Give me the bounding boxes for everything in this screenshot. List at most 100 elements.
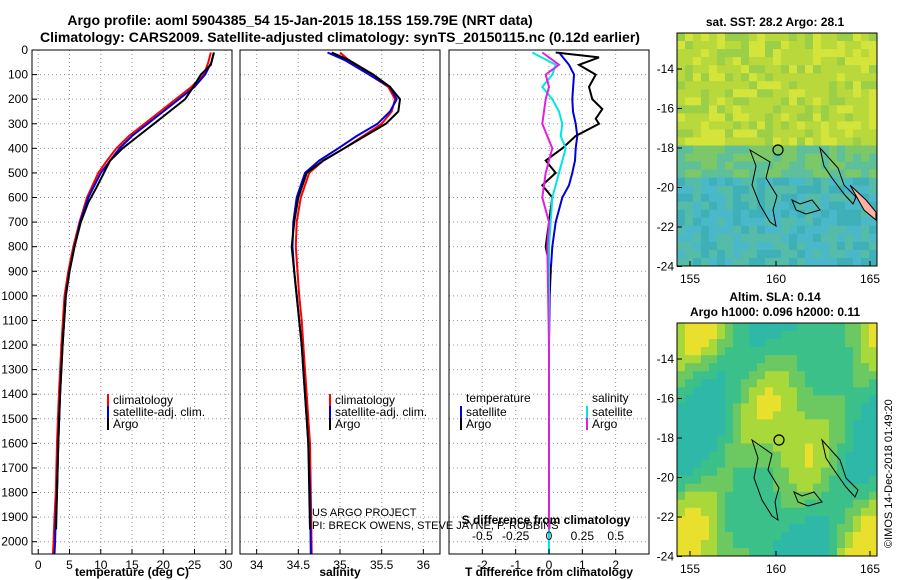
sla-pixel-cell — [693, 419, 702, 428]
sst-pixel-cell — [773, 153, 782, 163]
xtick-label--2: -2 — [477, 558, 488, 572]
sla-pixel-cell — [765, 443, 774, 453]
sla-pixel-cell — [749, 363, 758, 372]
sla-pixel-cell — [781, 323, 790, 332]
sst-pixel-cell — [797, 257, 806, 267]
sla-pixel-cell — [765, 347, 774, 356]
sst-pixel-cell — [741, 145, 750, 155]
sla-pixel-cell — [725, 483, 734, 493]
sla-pixel-cell — [845, 467, 854, 477]
sst-pixel-cell — [813, 57, 822, 66]
sla-pixel-cell — [869, 323, 878, 332]
sst-pixel-cell — [709, 57, 718, 66]
sla-pixel-cell — [757, 403, 766, 412]
sst-pixel-cell — [709, 217, 718, 227]
sst-pixel-cell — [709, 105, 718, 114]
sst-pixel-cell — [749, 201, 758, 211]
difference-top-xlabel: S difference from climatology — [462, 513, 631, 527]
sal-xtick-0.5: 0.5 — [607, 529, 624, 543]
sla-pixel-cell — [813, 435, 822, 445]
sst-pixel-cell — [701, 257, 710, 267]
sla-pixel-cell — [685, 547, 694, 557]
sst-pixel-cell — [797, 249, 806, 259]
sla-pixel-cell — [717, 427, 726, 436]
sst-pixel-cell — [757, 105, 766, 114]
sla-pixel-cell — [693, 491, 702, 501]
sla-pixel-cell — [725, 323, 734, 332]
legend-sal-satellite: satellite — [592, 405, 633, 419]
sla-pixel-cell — [693, 403, 702, 412]
sla-pixel-cell — [749, 515, 758, 525]
sla-pixel-cell — [821, 507, 830, 517]
sla-pixel-cell — [701, 419, 710, 428]
sla-pixel-cell — [733, 523, 742, 533]
sst-pixel-cell — [797, 145, 806, 155]
sst-pixel-cell — [701, 49, 710, 58]
sst-pixel-cell — [805, 193, 814, 203]
sst-pixel-cell — [685, 177, 694, 187]
sst-pixel-cell — [773, 233, 782, 243]
sst-pixel-cell — [709, 121, 718, 130]
sla-pixel-cell — [861, 459, 870, 469]
sla-pixel-cell — [709, 547, 718, 557]
sla-pixel-cell — [781, 435, 790, 445]
sst-pixel-cell — [685, 193, 694, 203]
sst-pixel-cell — [741, 217, 750, 227]
sla-pixel-cell — [757, 419, 766, 428]
sla-pixel-cell — [869, 459, 878, 469]
sla-pixel-cell — [717, 539, 726, 549]
sla-pixel-cell — [717, 395, 726, 404]
sst-pixel-cell — [853, 49, 862, 58]
sst-pixel-cell — [701, 233, 710, 243]
sst-pixel-cell — [781, 137, 790, 146]
sst-pixel-cell — [821, 249, 830, 259]
sla-pixel-cell — [805, 483, 814, 493]
sla-pixel-cell — [829, 323, 838, 332]
sla-pixel-cell — [749, 323, 758, 332]
sla-pixel-cell — [757, 363, 766, 372]
sla-pixel-cell — [725, 403, 734, 412]
sst-pixel-cell — [709, 249, 718, 259]
sst-pixel-cell — [869, 233, 878, 243]
sst-pixel-cell — [773, 201, 782, 211]
sla-pixel-cell — [789, 427, 798, 436]
sla-pixel-cell — [773, 395, 782, 404]
sla-pixel-cell — [869, 411, 878, 420]
sst-pixel-cell — [861, 97, 870, 106]
sla-pixel-cell — [861, 371, 870, 380]
sst-pixel-cell — [773, 105, 782, 114]
series-salinity-satellite — [531, 51, 567, 554]
sst-pixel-cell — [757, 201, 766, 211]
sla-pixel-cell — [853, 419, 862, 428]
sst-pixel-cell — [829, 169, 838, 179]
sla-pixel-cell — [677, 323, 686, 332]
sst-pixel-cell — [837, 201, 846, 211]
sla-pixel-cell — [773, 539, 782, 549]
sst-pixel-cell — [781, 169, 790, 179]
sst-pixel-cell — [789, 153, 798, 163]
sla-pixel-cell — [781, 387, 790, 396]
sst-pixel-cell — [805, 153, 814, 163]
sla-pixel-cell — [805, 419, 814, 428]
ytick-label-2000: 2000 — [1, 535, 28, 549]
sst-map-panel: sat. SST: 28.2 Argo: 28.1 155 160 165-14-1… — [657, 15, 881, 286]
sla-pixel-cell — [813, 515, 822, 525]
sst-pixel-cell — [845, 73, 854, 82]
sst-pixel-cell — [781, 49, 790, 58]
sla-pixel-cell — [741, 419, 750, 428]
sst-pixel-cell — [709, 113, 718, 122]
sla-pixel-cell — [789, 475, 798, 485]
sst-pixel-cell — [861, 49, 870, 58]
sst-pixel-cell — [853, 233, 862, 243]
sst-pixel-cell — [829, 257, 838, 267]
sst-pixel-cell — [757, 185, 766, 195]
sst-pixel-cell — [757, 249, 766, 259]
sla-pixel-cell — [709, 443, 718, 453]
sst-pixel-cell — [789, 97, 798, 106]
sla-pixel-cell — [717, 355, 726, 364]
sst-pixel-cell — [781, 233, 790, 243]
sla-pixel-cell — [717, 435, 726, 445]
sla-pixel-cell — [781, 379, 790, 388]
sla-pixel-cell — [741, 499, 750, 509]
sst-pixel-cell — [701, 41, 710, 50]
